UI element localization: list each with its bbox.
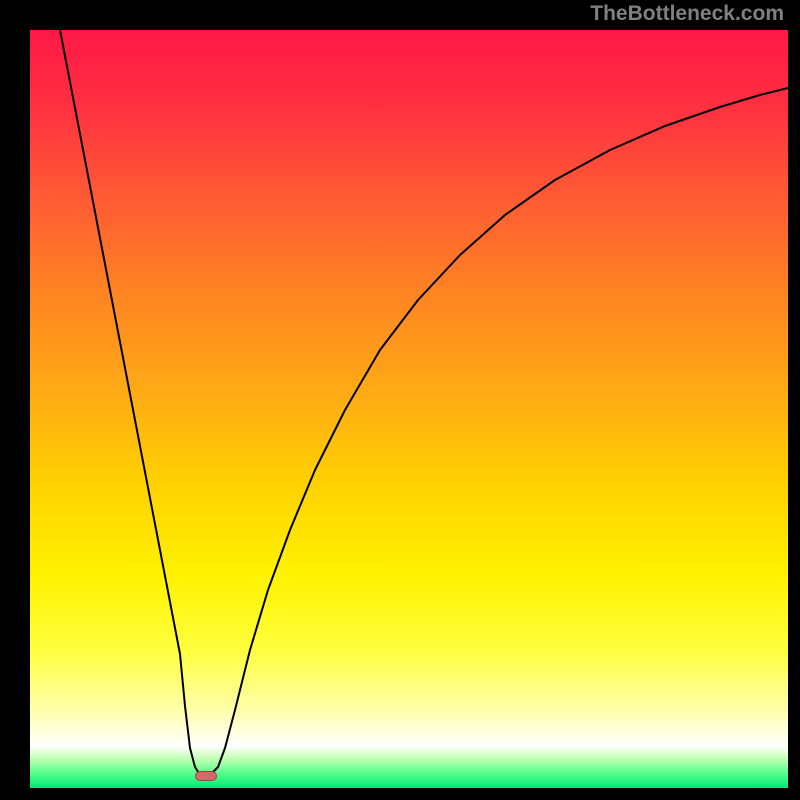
watermark-label: TheBottleneck.com	[590, 2, 784, 26]
bottleneck-chart: TheBottleneck.com	[0, 0, 800, 800]
watermark-text: TheBottleneck.com	[590, 2, 784, 25]
optimal-point-marker	[195, 771, 217, 781]
curve-path	[60, 30, 788, 775]
bottleneck-curve	[0, 0, 800, 800]
